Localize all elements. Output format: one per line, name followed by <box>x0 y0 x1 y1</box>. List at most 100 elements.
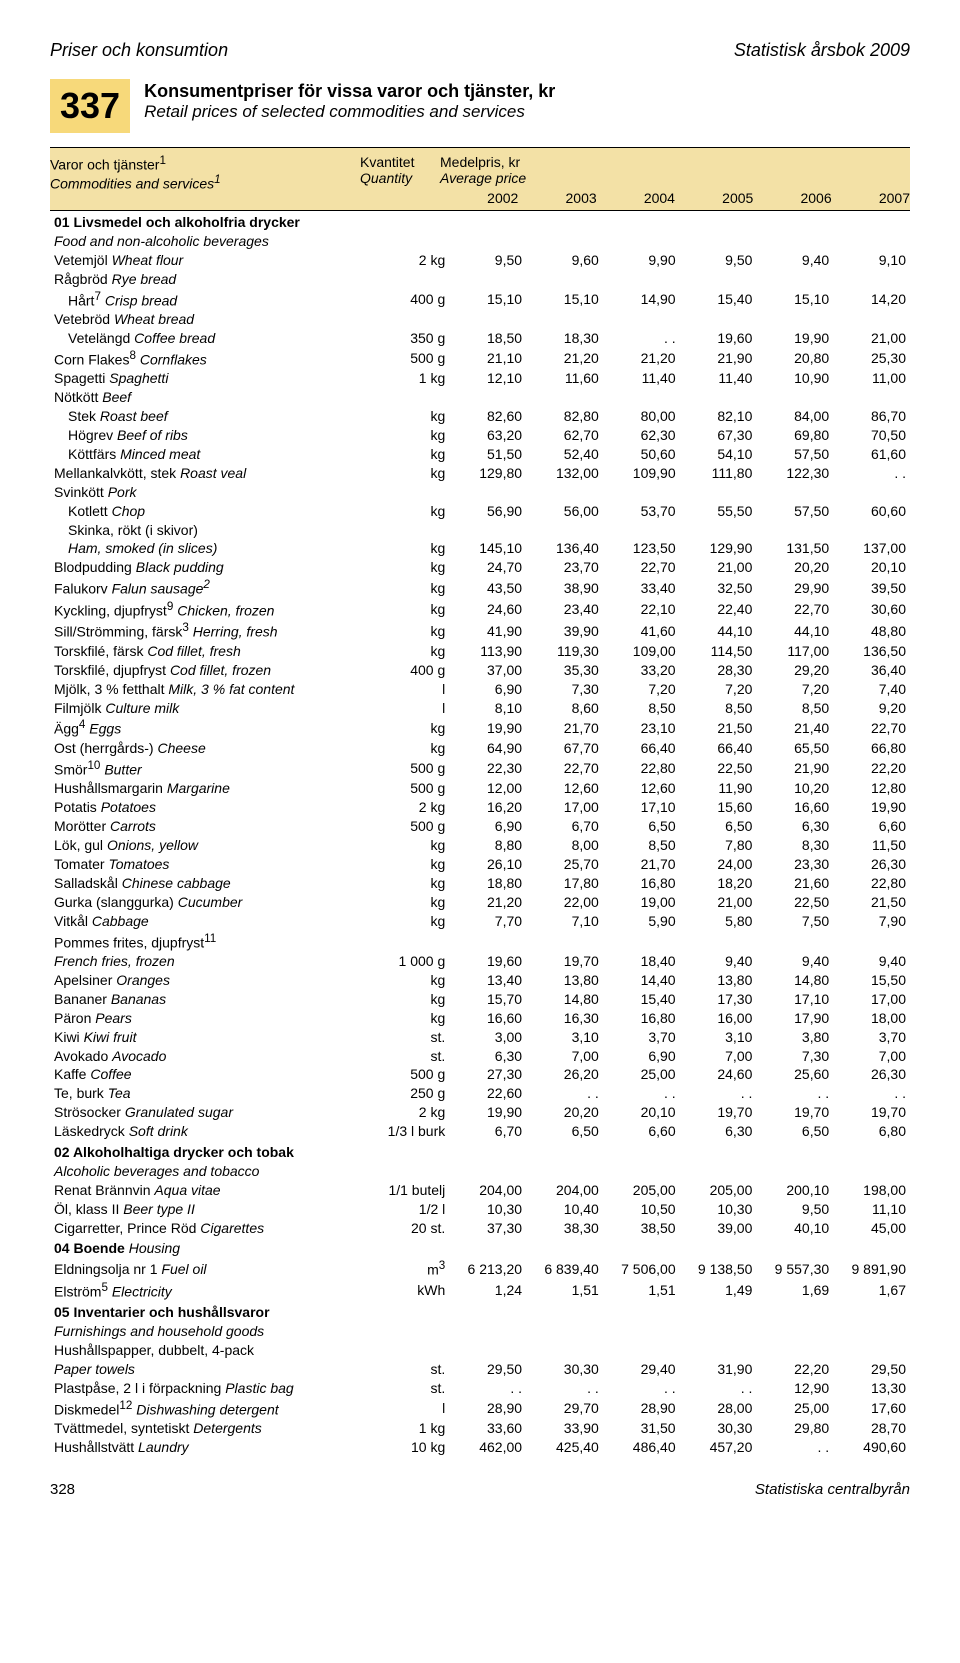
row-quantity <box>367 270 449 289</box>
row-quantity: kg <box>367 620 449 642</box>
cell-value: 7,30 <box>756 1047 833 1066</box>
cell-value <box>449 1341 526 1360</box>
year-header: 2002 <box>440 190 518 206</box>
cell-value: 20,80 <box>756 348 833 370</box>
table-row: Kiwi Kiwi fruitst.3,003,103,703,103,803,… <box>50 1028 910 1047</box>
cell-value: 6,60 <box>603 1122 680 1141</box>
cell-value: 56,00 <box>526 502 603 521</box>
cell-value: 61,60 <box>833 445 910 464</box>
cell-value: 16,00 <box>680 1009 757 1028</box>
row-label: Gurka (slanggurka) Cucumber <box>50 893 367 912</box>
cell-value: 15,70 <box>449 990 526 1009</box>
cell-value <box>603 388 680 407</box>
cell-value: 11,10 <box>833 1200 910 1219</box>
cell-value: 50,60 <box>603 445 680 464</box>
cell-value: 9,50 <box>449 251 526 270</box>
cell-value: 22,70 <box>756 599 833 621</box>
cell-value: 11,90 <box>680 779 757 798</box>
cell-value: 13,80 <box>526 971 603 990</box>
cell-value <box>526 310 603 329</box>
cell-value: 21,50 <box>833 893 910 912</box>
cell-value: 20,20 <box>756 558 833 577</box>
cell-value: 37,00 <box>449 661 526 680</box>
cell-value: 18,50 <box>449 329 526 348</box>
cell-value: 122,30 <box>756 464 833 483</box>
table-row: Vetemjöl Wheat flour2 kg9,509,609,909,50… <box>50 251 910 270</box>
row-label: Diskmedel12 Dishwashing detergent <box>50 1398 367 1420</box>
cell-value: 24,60 <box>680 1065 757 1084</box>
cell-value: 21,00 <box>680 893 757 912</box>
cell-value <box>680 483 757 502</box>
cell-value: 19,90 <box>449 1103 526 1122</box>
cell-value: 22,70 <box>603 558 680 577</box>
row-quantity: 2 kg <box>367 798 449 817</box>
cell-value: 25,30 <box>833 348 910 370</box>
cell-value: 17,10 <box>603 798 680 817</box>
cell-value: 15,40 <box>680 289 757 311</box>
table-row: Kaffe Coffee500 g27,3026,2025,0024,6025,… <box>50 1065 910 1084</box>
cell-value: 6,30 <box>756 817 833 836</box>
title-en: Retail prices of selected commodities an… <box>144 102 555 122</box>
cell-value: 15,10 <box>449 289 526 311</box>
row-quantity: kg <box>367 577 449 599</box>
cell-value: 70,50 <box>833 426 910 445</box>
cell-value: 7,30 <box>526 680 603 699</box>
row-quantity: kg <box>367 836 449 855</box>
cell-value <box>756 270 833 289</box>
cell-value: 137,00 <box>833 539 910 558</box>
row-label: Päron Pears <box>50 1009 367 1028</box>
year-header: 2004 <box>597 190 675 206</box>
cell-value: 132,00 <box>526 464 603 483</box>
cell-value: 9 557,30 <box>756 1258 833 1280</box>
row-quantity: 500 g <box>367 1065 449 1084</box>
table-row: Kotlett Chopkg56,9056,0053,7055,5057,506… <box>50 502 910 521</box>
cell-value <box>833 310 910 329</box>
row-label: Hushållspapper, dubbelt, 4-pack <box>50 1341 367 1360</box>
cell-value: 27,30 <box>449 1065 526 1084</box>
cell-value <box>449 931 526 953</box>
cell-value: 3,70 <box>833 1028 910 1047</box>
cell-value: 22,80 <box>833 874 910 893</box>
cell-value: 9 891,90 <box>833 1258 910 1280</box>
row-quantity: 350 g <box>367 329 449 348</box>
cell-value: 67,70 <box>526 739 603 758</box>
cell-value: 123,50 <box>603 539 680 558</box>
section-title-en: Alcoholic beverages and tobacco <box>50 1162 910 1181</box>
cell-value: 22,50 <box>756 893 833 912</box>
cell-value: 6,90 <box>449 817 526 836</box>
row-quantity: l <box>367 699 449 718</box>
cell-value: 8,50 <box>603 699 680 718</box>
cell-value: 17,30 <box>680 990 757 1009</box>
table-row: Bananer Bananaskg15,7014,8015,4017,3017,… <box>50 990 910 1009</box>
section-title-en: Furnishings and household goods <box>50 1322 910 1341</box>
cell-value: 29,50 <box>449 1360 526 1379</box>
column-headers: Varor och tjänster1 Commodities and serv… <box>50 147 910 211</box>
cell-value: 21,20 <box>603 348 680 370</box>
year-header: 2006 <box>753 190 831 206</box>
table-row: Päron Pearskg16,6016,3016,8016,0017,9018… <box>50 1009 910 1028</box>
cell-value: 22,40 <box>680 599 757 621</box>
cell-value: 55,50 <box>680 502 757 521</box>
row-quantity: kg <box>367 558 449 577</box>
row-label: Potatis Potatoes <box>50 798 367 817</box>
cell-value: 6,30 <box>449 1047 526 1066</box>
table-row: Hushållsmargarin Margarine500 g12,0012,6… <box>50 779 910 798</box>
row-label: Smör10 Butter <box>50 758 367 780</box>
table-row: Spagetti Spaghetti1 kg12,1011,6011,4011,… <box>50 369 910 388</box>
section-title: 01 Livsmedel och alkoholfria drycker <box>50 211 910 232</box>
cell-value: 18,30 <box>526 329 603 348</box>
row-label: Öl, klass II Beer type II <box>50 1200 367 1219</box>
row-quantity: kg <box>367 717 449 739</box>
cell-value: 9,60 <box>526 251 603 270</box>
table-row: Strösocker Granulated sugar2 kg19,9020,2… <box>50 1103 910 1122</box>
cell-value: 3,10 <box>680 1028 757 1047</box>
cell-value: 38,30 <box>526 1219 603 1238</box>
cell-value <box>680 310 757 329</box>
cell-value: 136,40 <box>526 539 603 558</box>
cell-value: 1,67 <box>833 1280 910 1302</box>
table-row: Vetebröd Wheat bread <box>50 310 910 329</box>
table-row: Renat Brännvin Aqua vitae1/1 butelj204,0… <box>50 1181 910 1200</box>
row-quantity: 1 kg <box>367 1419 449 1438</box>
cell-value: 6,60 <box>833 817 910 836</box>
section-title: 04 Boende Housing <box>50 1237 910 1258</box>
